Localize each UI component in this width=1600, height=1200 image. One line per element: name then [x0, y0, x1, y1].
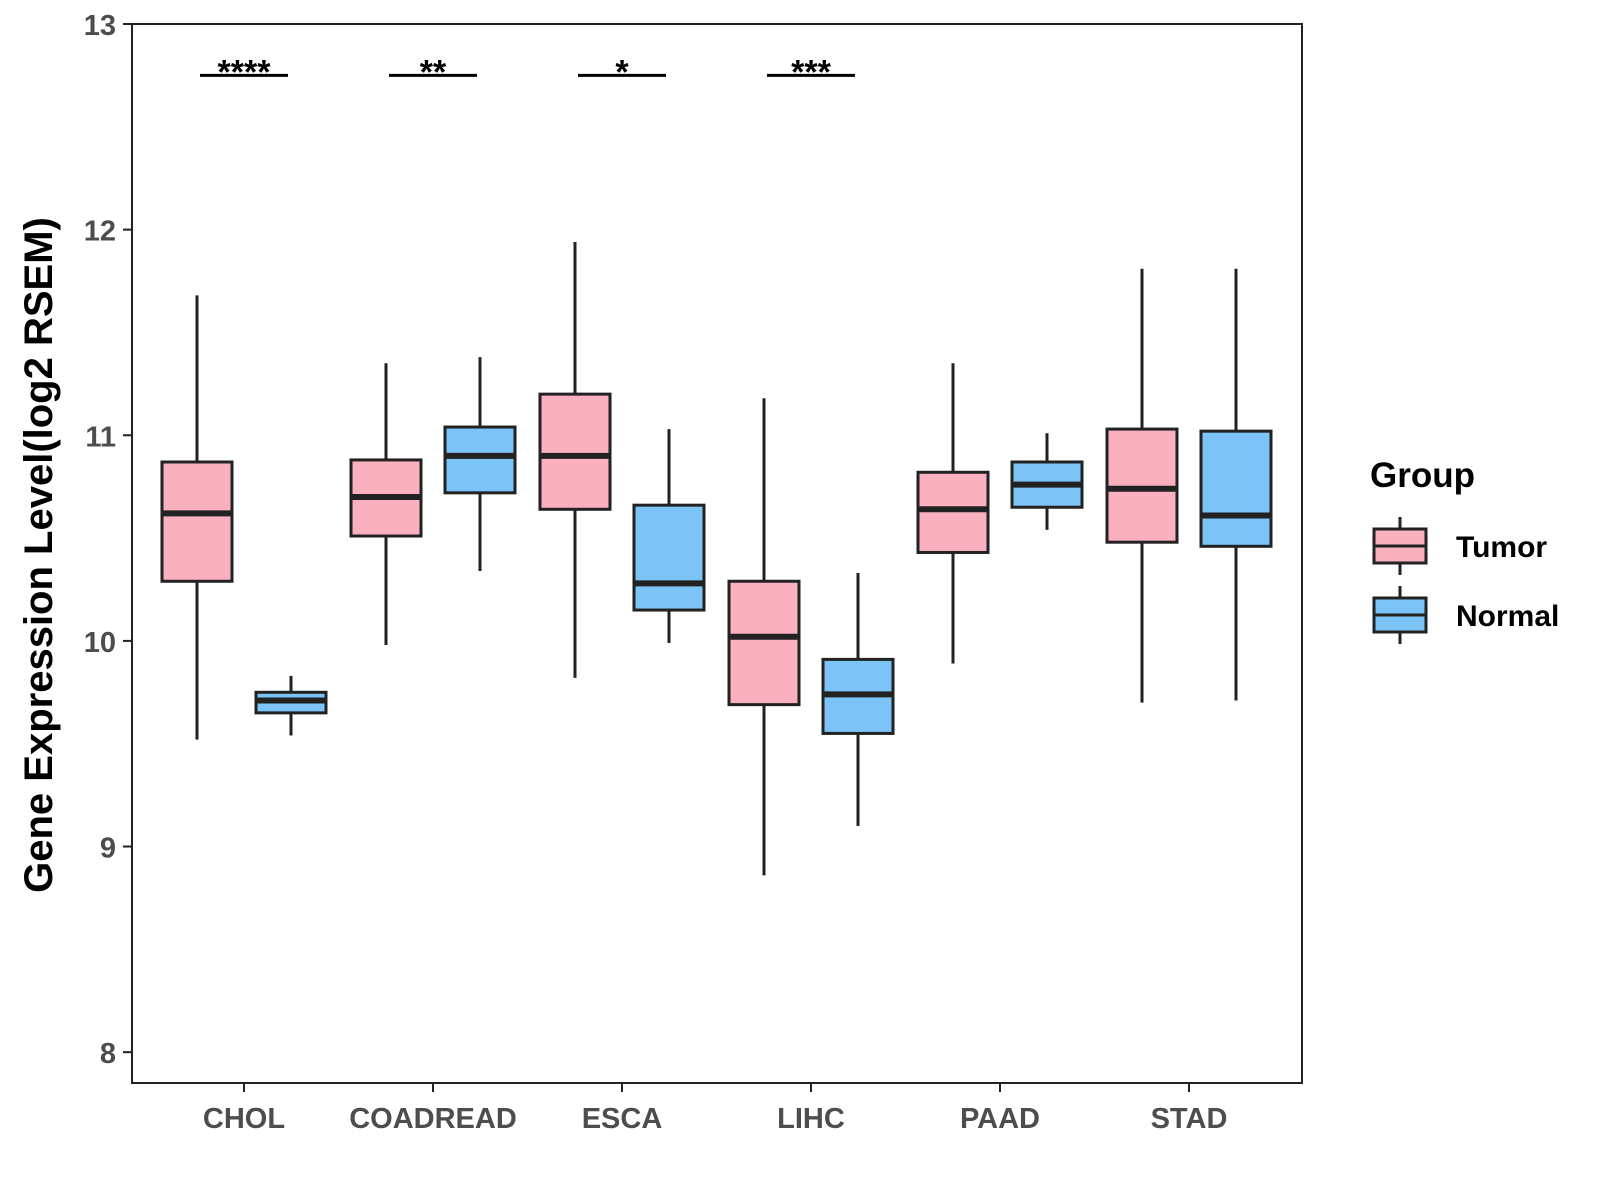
- x-tick-label: STAD: [1151, 1103, 1228, 1135]
- box-iqr: [1199, 429, 1273, 548]
- y-axis-title: Gene Expression Level(log2 RSEM): [17, 217, 61, 893]
- x-tick-label: PAAD: [960, 1103, 1040, 1135]
- legend-item-tumor: Tumor: [1372, 517, 1547, 575]
- legend-label: Tumor: [1456, 531, 1547, 564]
- y-tick-label: 9: [100, 833, 116, 865]
- box-iqr: [727, 579, 801, 707]
- box-normal-coadread: [443, 357, 517, 571]
- box-normal-esca: [632, 429, 706, 643]
- x-tick-label: LIHC: [777, 1103, 845, 1135]
- box-tumor-lihc: [727, 398, 801, 876]
- y-tick-label: 10: [84, 627, 116, 659]
- box-normal-paad: [1010, 433, 1084, 530]
- y-tick-label: 11: [85, 421, 116, 453]
- legend-item-normal: Normal: [1372, 586, 1559, 644]
- box-normal-chol: [254, 675, 328, 736]
- y-tick-label: 8: [100, 1038, 116, 1070]
- x-tick-label: CHOL: [203, 1103, 285, 1135]
- y-axis: 8 9 10 11 12 13: [84, 10, 132, 1070]
- significance-label: **: [420, 53, 447, 91]
- legend-label: Normal: [1456, 600, 1559, 633]
- box-iqr: [443, 425, 517, 495]
- significance-label: *: [615, 53, 629, 91]
- x-tick-label: COADREAD: [349, 1103, 517, 1135]
- plot-area: **** ** * ***: [131, 23, 1303, 1084]
- x-tick-label: ESCA: [582, 1103, 663, 1135]
- box-iqr: [632, 503, 706, 612]
- significance-label: ****: [218, 53, 272, 91]
- box-tumor-coadread: [349, 363, 423, 646]
- legend: Group Tumor Normal: [1370, 456, 1559, 644]
- box-tumor-esca: [538, 241, 612, 678]
- box-normal-lihc: [821, 573, 895, 826]
- legend-title: Group: [1370, 456, 1475, 495]
- y-tick-label: 13: [84, 10, 116, 42]
- box-tumor-paad: [916, 363, 990, 664]
- box-tumor-stad: [1105, 268, 1179, 703]
- box-iqr: [160, 460, 234, 583]
- box-iqr: [538, 392, 612, 511]
- box-tumor-chol: [160, 295, 234, 740]
- x-axis: CHOL COADREAD ESCA LIHC PAAD STAD: [203, 1083, 1227, 1135]
- panel-border: [131, 23, 1303, 1084]
- box-iqr: [916, 470, 990, 554]
- box-normal-stad: [1199, 268, 1273, 701]
- significance-label: ***: [791, 53, 831, 91]
- box-iqr: [1105, 427, 1179, 544]
- y-tick-label: 12: [84, 216, 116, 248]
